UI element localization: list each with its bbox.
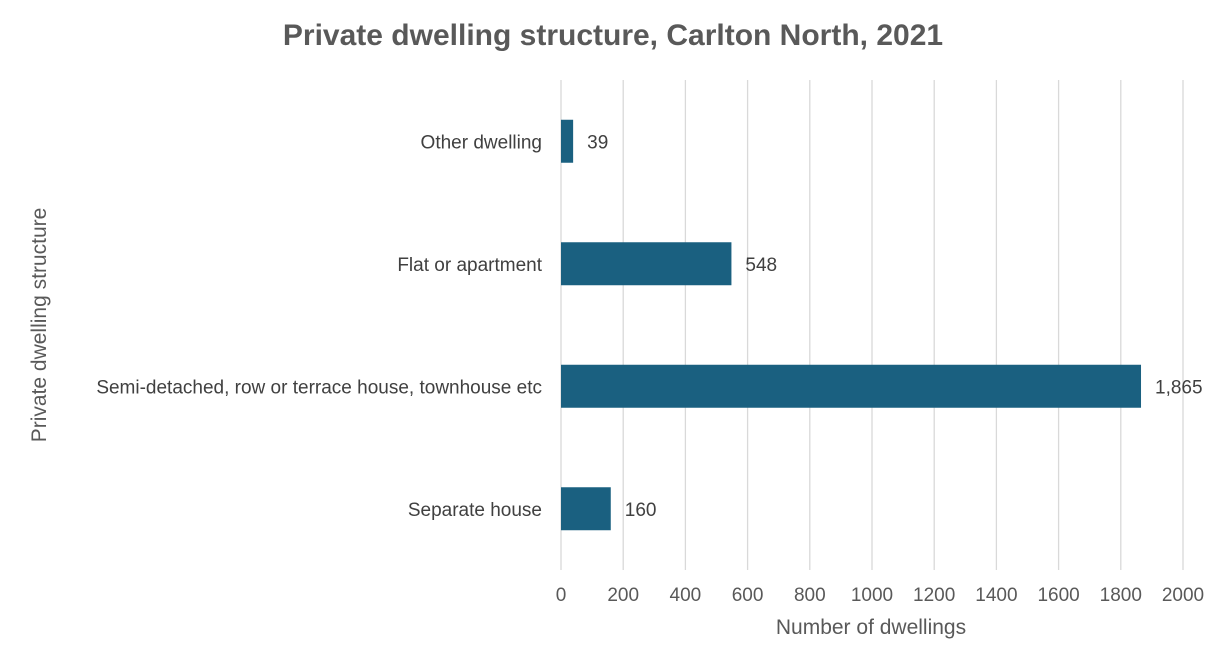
gridlines [560,80,1184,570]
x-tick-label: 200 [607,585,639,606]
x-tick-label: 600 [732,585,764,606]
x-tick-label: 2000 [1162,585,1204,606]
bars [561,119,1142,531]
x-tick-label: 1600 [1037,585,1079,606]
x-tick-label: 1000 [851,585,893,606]
x-tick-label: 0 [556,585,567,606]
category-label: Other dwelling [421,132,542,153]
category-label: Separate house [408,500,542,521]
data-labels: 39 548 1,865 160 [587,132,1202,521]
bar [561,119,574,163]
data-label: 1,865 [1155,377,1203,398]
category-label: Semi-detached, row or terrace house, tow… [96,377,542,398]
x-tick-label: 1800 [1100,585,1142,606]
x-tick-labels: 0 200 400 600 800 1000 1200 1400 1600 1800 2000 [556,585,1204,606]
x-axis-label: Number of dwellings [776,616,966,639]
x-tick-label: 800 [794,585,826,606]
category-labels: Other dwelling Flat or apartment Semi-deta… [96,132,542,521]
data-label: 160 [625,500,657,521]
chart-title: Private dwelling structure, Carlton Nort… [283,19,943,52]
y-axis-label: Private dwelling structure [28,208,51,443]
data-label: 548 [745,255,777,276]
bar [561,487,611,531]
x-tick-label: 400 [670,585,702,606]
x-tick-label: 1400 [975,585,1017,606]
category-label: Flat or apartment [397,255,542,276]
bar [561,364,1142,408]
x-tick-label: 1200 [913,585,955,606]
bar [561,242,732,286]
data-label: 39 [587,132,608,153]
